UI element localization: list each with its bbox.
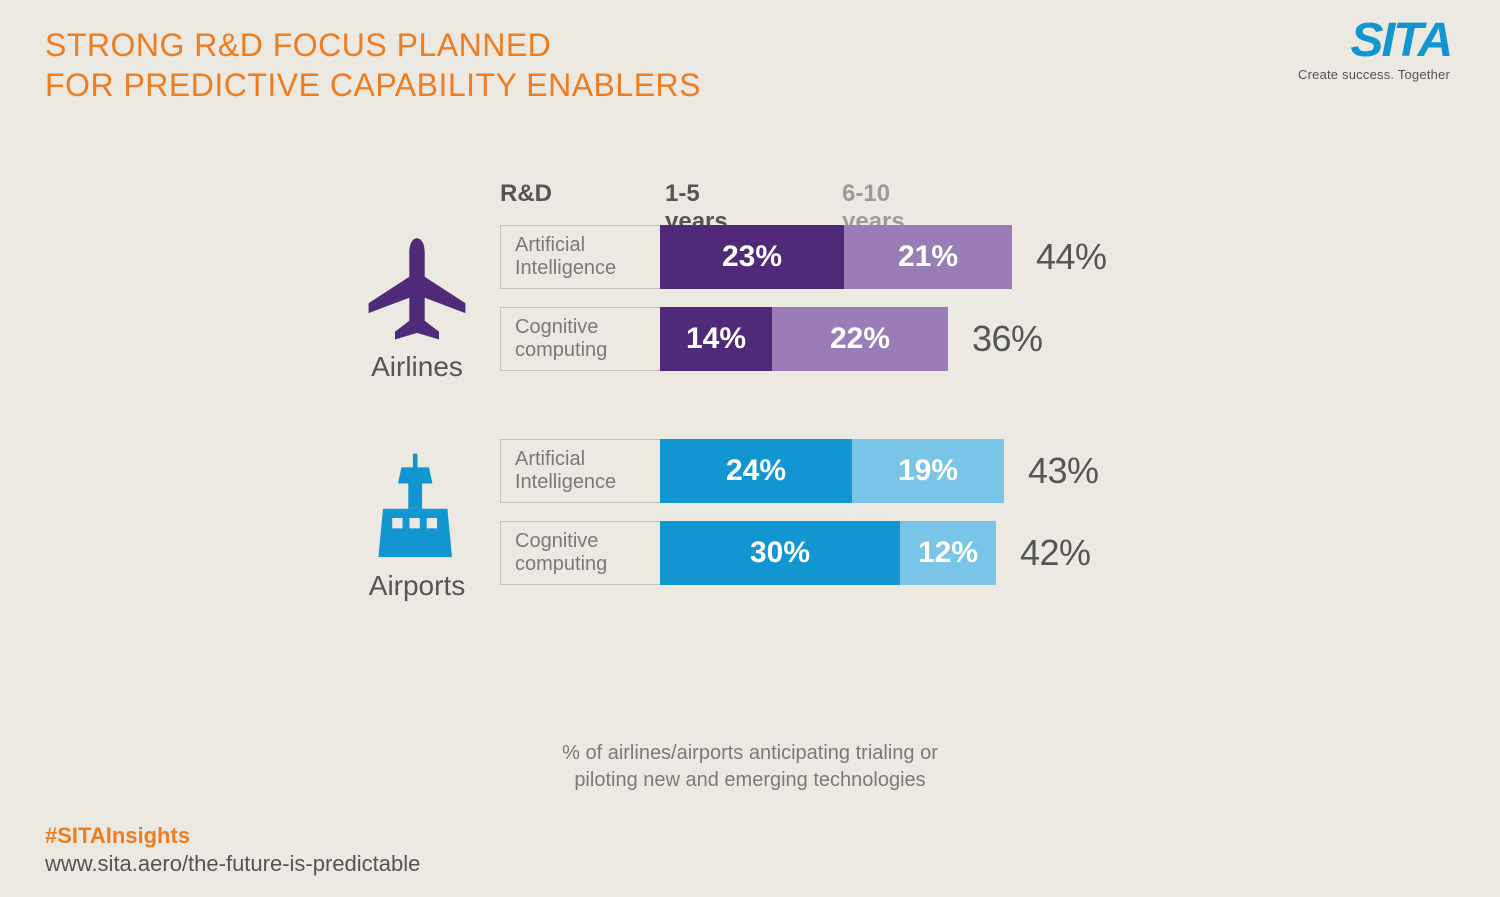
bar-segment-1-5yr: 14% <box>660 307 772 371</box>
bar-track: 23%21% <box>660 225 1012 289</box>
bar-segment-1-5yr: 30% <box>660 521 900 585</box>
icon-caption-airlines: Airlines <box>347 351 487 383</box>
bar-segment-1-5yr: 24% <box>660 439 852 503</box>
control-tower-icon <box>360 449 475 564</box>
chart-row: Cognitive computing30%12%42% <box>500 521 1107 585</box>
logo-tagline: Create success. Together <box>1298 67 1450 82</box>
bar-track: 30%12% <box>660 521 996 585</box>
chart-rows: Artificial Intelligence23%21%44%Cognitiv… <box>500 225 1107 603</box>
source-url: www.sita.aero/the-future-is-predictable <box>45 851 420 877</box>
row-label: Artificial Intelligence <box>500 439 660 503</box>
logo-text: SITA <box>1351 22 1452 60</box>
icon-block-airlines: Airlines <box>347 235 487 383</box>
row-label: Artificial Intelligence <box>500 225 660 289</box>
bar-segment-6-10yr: 12% <box>900 521 996 585</box>
chart-row: Artificial Intelligence24%19%43% <box>500 439 1107 503</box>
bar-track: 14%22% <box>660 307 948 371</box>
airplane-icon <box>362 235 472 345</box>
footnote-line-1: % of airlines/airports anticipating tria… <box>562 742 938 764</box>
bar-segment-6-10yr: 22% <box>772 307 948 371</box>
footnote-line-2: piloting new and emerging technologies <box>574 769 925 791</box>
icon-block-airports: Airports <box>347 449 487 602</box>
bar-segment-6-10yr: 19% <box>852 439 1004 503</box>
brand-logo: SITA Create success. Together <box>1298 22 1450 82</box>
title-line-1: STRONG R&D FOCUS PLANNED <box>45 27 551 63</box>
row-label: Cognitive computing <box>500 521 660 585</box>
page-title: STRONG R&D FOCUS PLANNED FOR PREDICTIVE … <box>45 25 701 105</box>
bar-track: 24%19% <box>660 439 1004 503</box>
chart-row: Artificial Intelligence23%21%44% <box>500 225 1107 289</box>
bar-segment-6-10yr: 21% <box>844 225 1012 289</box>
row-total: 44% <box>1012 225 1107 289</box>
chart-footnote: % of airlines/airports anticipating tria… <box>0 740 1500 794</box>
hashtag: #SITAInsights <box>45 823 190 849</box>
row-label: Cognitive computing <box>500 307 660 371</box>
row-total: 43% <box>1004 439 1099 503</box>
title-line-2: FOR PREDICTIVE CAPABILITY ENABLERS <box>45 67 701 103</box>
chart-row: Cognitive computing14%22%36% <box>500 307 1107 371</box>
icon-caption-airports: Airports <box>347 570 487 602</box>
bar-segment-1-5yr: 23% <box>660 225 844 289</box>
row-total: 36% <box>948 307 1043 371</box>
row-total: 42% <box>996 521 1091 585</box>
header-rd: R&D <box>500 180 552 208</box>
